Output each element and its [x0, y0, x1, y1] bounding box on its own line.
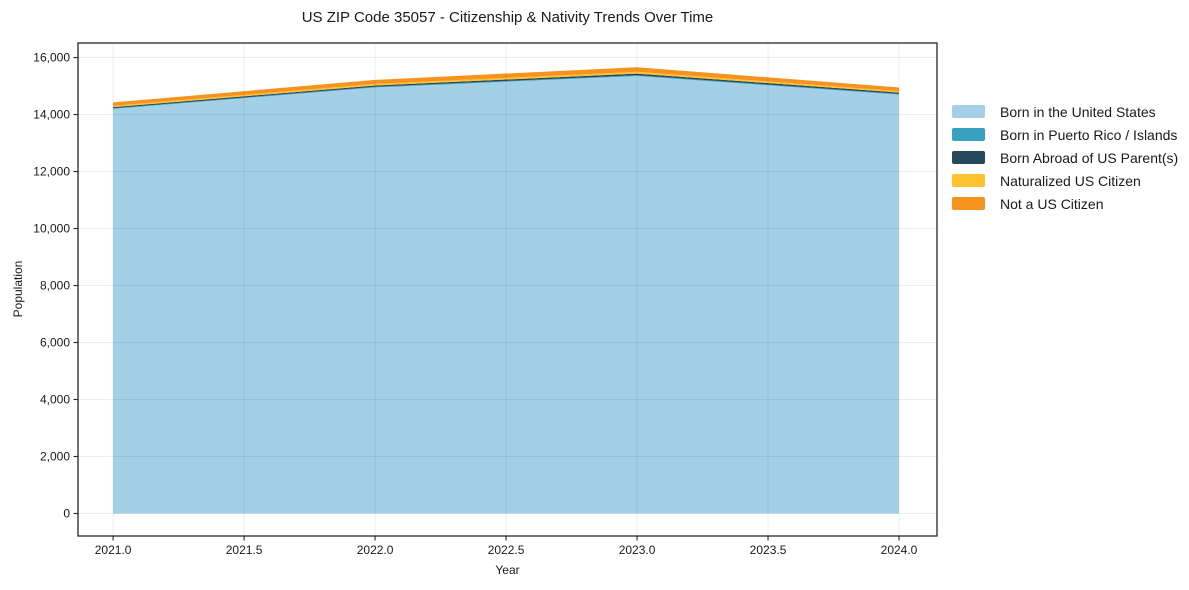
legend-swatch [952, 151, 985, 164]
x-axis-label: Year [495, 563, 520, 577]
y-tick-label: 6,000 [40, 336, 70, 350]
y-axis-label: Population [11, 260, 25, 318]
y-tick-label: 16,000 [33, 51, 70, 65]
legend-label: Naturalized US Citizen [1000, 172, 1141, 189]
x-tick-label: 2023.0 [619, 543, 656, 557]
x-tick-label: 2024.0 [881, 543, 918, 557]
x-tick-label: 2022.0 [357, 543, 394, 557]
y-tick-label: 8,000 [40, 279, 70, 293]
legend-swatch [952, 174, 985, 187]
legend-label: Born in Puerto Rico / Islands [1000, 126, 1178, 143]
x-tick-label: 2022.5 [488, 543, 525, 557]
legend-swatch [952, 128, 985, 141]
plot-border [77, 42, 938, 537]
legend-item-naturalized-us-citizen: Naturalized US Citizen [952, 169, 1178, 192]
legend-swatch [952, 197, 985, 210]
area-born-in-the-united-states [113, 76, 900, 514]
y-tick-label: 2,000 [40, 449, 70, 463]
area-naturalized-us-citizen [113, 71, 900, 108]
y-tick-label: 0 [63, 506, 70, 520]
legend-label: Not a US Citizen [1000, 195, 1104, 212]
x-tick-label: 2021.0 [95, 543, 132, 557]
legend-item-born-in-the-united-states: Born in the United States [952, 100, 1178, 123]
y-tick-label: 4,000 [40, 392, 70, 406]
chart-title: US ZIP Code 35057 - Citizenship & Nativi… [301, 9, 714, 26]
legend-swatch [952, 105, 985, 118]
y-tick-label: 10,000 [33, 222, 70, 236]
legend-item-born-abroad-of-us-parent-s: Born Abroad of US Parent(s) [952, 146, 1178, 169]
area-born-abroad-of-us-parent-s [113, 73, 900, 109]
y-tick-label: 14,000 [33, 108, 70, 122]
y-tick-label: 12,000 [33, 165, 70, 179]
area-not-a-us-citizen [113, 67, 900, 106]
x-tick-label: 2021.5 [226, 543, 263, 557]
legend-item-not-a-us-citizen: Not a US Citizen [952, 192, 1178, 215]
legend-item-born-in-puerto-rico-islands: Born in Puerto Rico / Islands [952, 123, 1178, 146]
legend-label: Born Abroad of US Parent(s) [1000, 149, 1179, 166]
legend-label: Born in the United States [1000, 103, 1156, 120]
legend: Born in the United States Born in Puerto … [952, 100, 1178, 215]
x-tick-label: 2023.5 [750, 543, 787, 557]
